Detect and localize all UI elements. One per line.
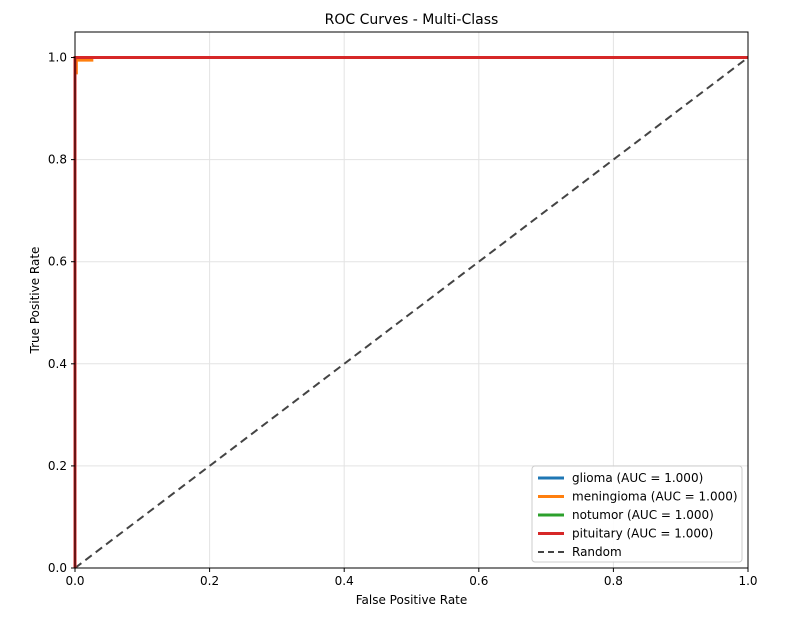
x-tick-label: 0.6: [469, 574, 488, 588]
legend-label: pituitary (AUC = 1.000): [572, 527, 713, 541]
legend-label: meningioma (AUC = 1.000): [572, 490, 738, 504]
x-tick-label: 0.0: [65, 574, 84, 588]
plot-area-frame: [74, 31, 749, 569]
legend-box: [531, 465, 743, 563]
y-tick-label: 0.6: [48, 255, 67, 269]
legend: glioma (AUC = 1.000) meningioma (AUC = 1.…: [531, 465, 743, 563]
x-axis-label: False Positive Rate: [356, 593, 468, 607]
x-tick-label: 0.8: [604, 574, 623, 588]
x-tick-label: 1.0: [738, 574, 757, 588]
y-tick-label: 1.0: [48, 51, 67, 65]
axis-ticks: 0.0 0.2 0.4 0.6 0.8 1.0 0.0 0.2 0.4 0.6 0.8 1.0: [48, 51, 758, 588]
y-axis-label: True Positive Rate: [28, 247, 42, 355]
legend-label: Random: [572, 545, 622, 559]
x-tick-label: 0.4: [335, 574, 354, 588]
legend-label: notumor (AUC = 1.000): [572, 508, 714, 522]
y-tick-label: 0.2: [48, 459, 67, 473]
y-tick-label: 0.8: [48, 153, 67, 167]
legend-label: glioma (AUC = 1.000): [572, 471, 703, 485]
chart-title: ROC Curves - Multi-Class: [325, 12, 499, 28]
y-tick-label: 0.4: [48, 357, 67, 371]
x-tick-label: 0.2: [200, 574, 219, 588]
series-line-random: [74, 56, 749, 569]
y-tick-label: 0.0: [48, 561, 67, 575]
